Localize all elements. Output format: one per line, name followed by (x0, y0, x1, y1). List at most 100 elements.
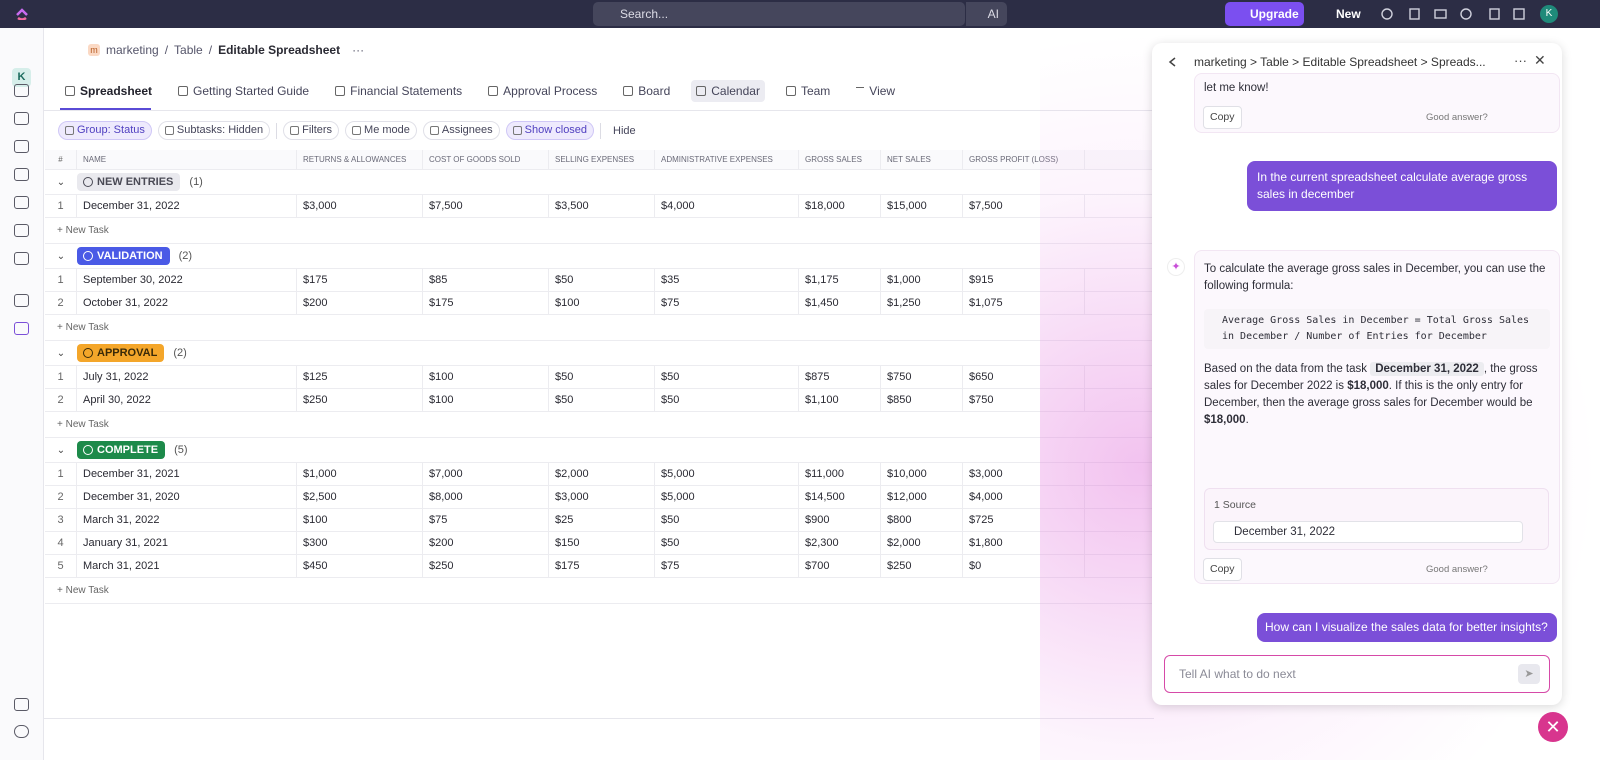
task-name[interactable]: December 31, 2022 (77, 195, 297, 217)
cell-value[interactable]: $50 (655, 366, 799, 388)
filter-chip[interactable]: Assignees (422, 121, 500, 140)
cell-value[interactable]: $85 (423, 269, 549, 291)
cell-value[interactable]: $250 (423, 555, 549, 577)
table-row[interactable]: 4 January 31, 2021 $300 $200 $150 $50 $2,300 $2… (45, 532, 1154, 555)
invite-icon[interactable] (14, 698, 29, 711)
avatar[interactable]: K (1540, 5, 1558, 23)
cell-value[interactable]: $175 (297, 269, 423, 291)
task-name[interactable]: December 31, 2020 (77, 486, 297, 508)
table-row[interactable]: 5 March 31, 2021 $450 $250 $175 $75 $700 $250 $0 (45, 555, 1154, 578)
cell-value[interactable]: $750 (881, 366, 963, 388)
column-header[interactable]: SELLING EXPENSES (549, 150, 655, 169)
cell-value[interactable]: $100 (423, 366, 549, 388)
filter-chip[interactable]: Group: Status (58, 121, 152, 140)
cell-value[interactable]: $100 (549, 292, 655, 314)
cell-value[interactable]: $250 (881, 555, 963, 577)
ai-button[interactable]: AI (965, 2, 1007, 26)
collapse-toggle[interactable]: ⌄ (56, 250, 66, 262)
status-badge[interactable]: COMPLETE (77, 441, 166, 459)
filter-chip[interactable]: Me mode (345, 121, 417, 140)
cell-value[interactable]: $700 (799, 555, 881, 577)
cell-value[interactable]: $100 (297, 509, 423, 531)
cell-value[interactable]: $750 (963, 389, 1085, 411)
cell-value[interactable]: $18,000 (799, 195, 881, 217)
cell-value[interactable]: $1,175 (799, 269, 881, 291)
cell-value[interactable]: $100 (423, 389, 549, 411)
cell-value[interactable]: $915 (963, 269, 1085, 291)
cell-value[interactable]: $875 (799, 366, 881, 388)
column-header[interactable]: GROSS SALES (799, 150, 881, 169)
cell-value[interactable]: $15,000 (881, 195, 963, 217)
cell-value[interactable]: $50 (549, 269, 655, 291)
table-row[interactable]: 2 December 31, 2020 $2,500 $8,000 $3,000 $5,0… (45, 486, 1154, 509)
help-icon[interactable] (14, 725, 29, 738)
cell-value[interactable]: $2,500 (297, 486, 423, 508)
new-task-button[interactable]: + New Task (45, 315, 1154, 341)
cell-value[interactable]: $8,000 (423, 486, 549, 508)
cell-value[interactable]: $175 (549, 555, 655, 577)
table-row[interactable]: 3 March 31, 2022 $100 $75 $25 $50 $900 $800 $725 (45, 509, 1154, 532)
view-tab[interactable]: Board (618, 80, 675, 102)
cell-value[interactable]: $2,000 (549, 463, 655, 485)
hide-button[interactable]: Hide (613, 124, 636, 137)
cell-value[interactable]: $150 (549, 532, 655, 554)
cell-value[interactable]: $650 (963, 366, 1085, 388)
cell-value[interactable]: $2,000 (881, 532, 963, 554)
task-name[interactable]: March 31, 2022 (77, 509, 297, 531)
sources-label[interactable]: 1 Source (1214, 499, 1257, 511)
new-task-button[interactable]: + New Task (45, 578, 1154, 604)
filter-chip[interactable]: Show closed (505, 121, 595, 140)
collapse-toggle[interactable]: ⌄ (56, 347, 66, 359)
cell-value[interactable]: $5,000 (655, 486, 799, 508)
copy-button[interactable]: Copy (1203, 106, 1242, 129)
cell-value[interactable]: $1,250 (881, 292, 963, 314)
space-link[interactable]: marketing (106, 43, 159, 57)
filter-chip[interactable]: Filters (283, 121, 340, 140)
cell-value[interactable]: $900 (799, 509, 881, 531)
cell-value[interactable]: $125 (297, 366, 423, 388)
view-tab[interactable]: Team (781, 80, 835, 102)
cell-value[interactable]: $0 (963, 555, 1085, 577)
table-row[interactable]: 1 September 30, 2022 $175 $85 $50 $35 $1,175 $1… (45, 269, 1154, 292)
close-ai-button[interactable]: ✕ (1538, 712, 1568, 742)
cell-value[interactable]: $75 (423, 509, 549, 531)
view-tab[interactable]: Financial Statements (330, 80, 467, 102)
cell-value[interactable]: $50 (549, 389, 655, 411)
cell-value[interactable]: $2,300 (799, 532, 881, 554)
view-tab[interactable]: Calendar (691, 80, 765, 102)
clips-icon[interactable] (14, 196, 29, 209)
new-task-button[interactable]: + New Task (45, 218, 1154, 244)
cell-value[interactable]: $725 (963, 509, 1085, 531)
cell-value[interactable]: $800 (881, 509, 963, 531)
panel-close[interactable]: ✕ (1534, 52, 1546, 68)
cell-value[interactable]: $175 (423, 292, 549, 314)
task-name[interactable]: September 30, 2022 (77, 269, 297, 291)
cell-value[interactable]: $3,000 (963, 463, 1085, 485)
column-header[interactable]: NAME (77, 150, 297, 169)
cell-value[interactable]: $3,000 (549, 486, 655, 508)
workspace-avatar[interactable]: K (12, 68, 31, 87)
cell-value[interactable]: $300 (297, 532, 423, 554)
add-view[interactable]: View (851, 80, 900, 102)
task-name[interactable]: December 31, 2021 (77, 463, 297, 485)
view-tab[interactable]: Getting Started Guide (173, 80, 314, 102)
task-name[interactable]: October 31, 2022 (77, 292, 297, 314)
cell-value[interactable]: $7,000 (423, 463, 549, 485)
spaces-icon[interactable] (14, 322, 29, 335)
view-tab[interactable]: Approval Process (483, 80, 602, 102)
cell-value[interactable]: $50 (549, 366, 655, 388)
panel-menu[interactable]: ··· (1514, 53, 1527, 68)
search-bar[interactable]: Search... (593, 2, 965, 26)
cell-value[interactable]: $200 (423, 532, 549, 554)
favorites-icon[interactable] (14, 294, 29, 307)
cell-value[interactable]: $1,800 (963, 532, 1085, 554)
cell-value[interactable]: $1,000 (297, 463, 423, 485)
view-tab[interactable]: Spreadsheet (60, 80, 157, 102)
back-button[interactable] (1167, 56, 1179, 68)
table-row[interactable]: 1 July 31, 2022 $125 $100 $50 $50 $875 $750 $650 (45, 366, 1154, 389)
column-header[interactable]: RETURNS & ALLOWANCES (297, 150, 423, 169)
cell-value[interactable]: $1,000 (881, 269, 963, 291)
new-task-button[interactable]: + New Task (45, 412, 1154, 438)
timesheets-icon[interactable] (14, 224, 29, 237)
task-name[interactable]: January 31, 2021 (77, 532, 297, 554)
